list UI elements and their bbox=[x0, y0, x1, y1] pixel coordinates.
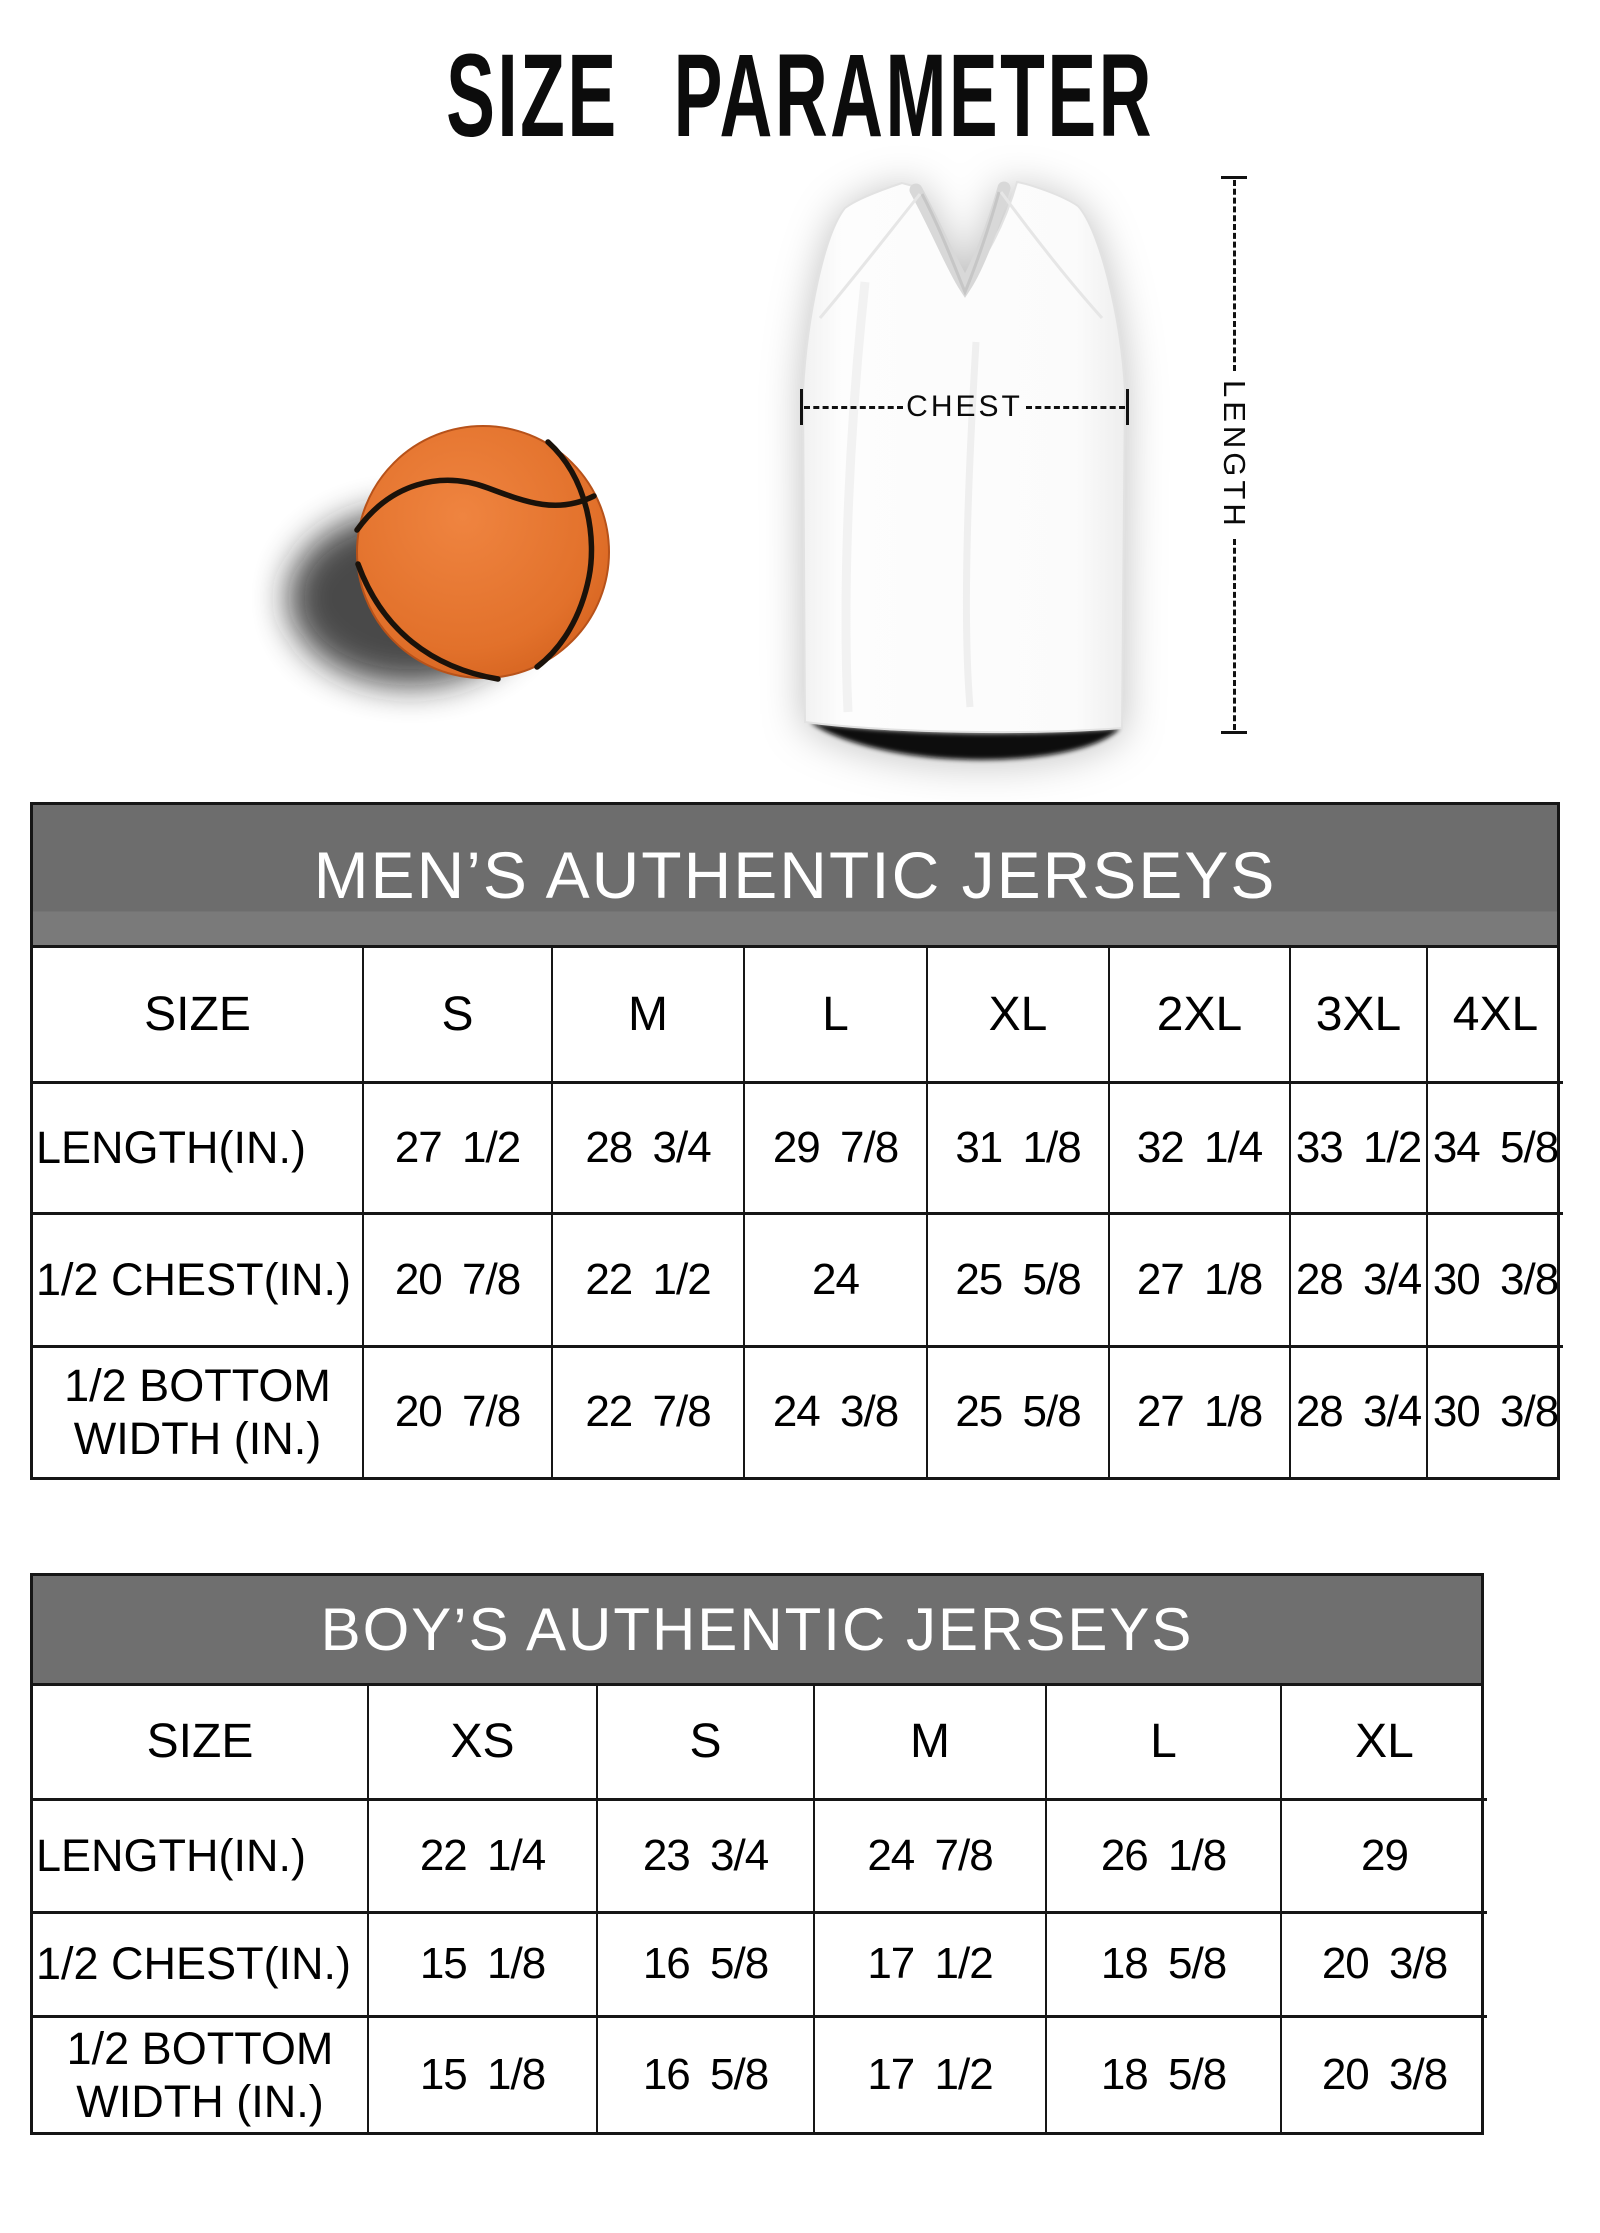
value-cell: 29 bbox=[1280, 1797, 1488, 1913]
basketball-seams bbox=[354, 439, 597, 682]
size-header-cell: SIZE bbox=[32, 1685, 369, 1800]
value-cell: 20 7/8 bbox=[362, 1211, 553, 1347]
size-col-header: M bbox=[551, 947, 745, 1083]
value-cell: 16 5/8 bbox=[596, 1910, 815, 2017]
chest-measure-line: CHEST bbox=[800, 386, 1129, 428]
size-col-header: 4XL bbox=[1426, 947, 1564, 1083]
value-cell: 24 3/8 bbox=[743, 1344, 928, 1478]
size-col-header: 3XL bbox=[1289, 947, 1428, 1083]
length-measure-line: LENGTH bbox=[1212, 176, 1256, 734]
size-col-header: S bbox=[596, 1685, 815, 1800]
size-col-header: 2XL bbox=[1108, 947, 1291, 1083]
value-cell: 30 3/8 bbox=[1426, 1211, 1564, 1347]
value-cell: 20 3/8 bbox=[1280, 2014, 1488, 2133]
row-label-cell: LENGTH(IN.) bbox=[32, 1797, 369, 1913]
chest-label: CHEST bbox=[906, 390, 1023, 423]
value-cell: 20 7/8 bbox=[362, 1344, 553, 1478]
size-col-header: XS bbox=[367, 1685, 598, 1800]
boys-table-title-band: BOY’S AUTHENTIC JERSEYS bbox=[33, 1576, 1481, 1686]
value-cell: 24 7/8 bbox=[813, 1797, 1047, 1913]
table-row: 1/2 BOTTOM WIDTH (IN.) 15 1/8 16 5/8 17 1/2… bbox=[32, 2014, 1488, 2133]
table-row: 1/2 CHEST(IN.) 15 1/8 16 5/8 17 1/2 18 5/8 20… bbox=[32, 1910, 1488, 2017]
value-cell: 31 1/8 bbox=[926, 1080, 1110, 1214]
value-cell: 17 1/2 bbox=[813, 1910, 1047, 2017]
jersey-collar-edge bbox=[920, 191, 1001, 296]
value-cell: 15 1/8 bbox=[367, 1910, 598, 2017]
length-dash-bottom bbox=[1232, 538, 1236, 730]
size-col-header: L bbox=[743, 947, 928, 1083]
value-cell: 16 5/8 bbox=[596, 2014, 815, 2133]
value-cell: 30 3/8 bbox=[1426, 1344, 1564, 1478]
value-cell: 24 bbox=[743, 1211, 928, 1347]
size-header-row: SIZE S M L XL 2XL 3XL 4XL bbox=[32, 947, 1564, 1083]
table-row: LENGTH(IN.) 27 1/2 28 3/4 29 7/8 31 1/8 32 1/… bbox=[32, 1080, 1564, 1214]
value-cell: 27 1/2 bbox=[362, 1080, 553, 1214]
table-row: 1/2 CHEST(IN.) 20 7/8 22 1/2 24 25 5/8 27 1/8… bbox=[32, 1211, 1564, 1347]
basketball-ball bbox=[356, 425, 610, 679]
size-col-header: XL bbox=[926, 947, 1110, 1083]
chest-dash-right bbox=[1025, 405, 1125, 409]
value-cell: 22 1/2 bbox=[551, 1211, 745, 1347]
row-label-cell: 1/2 BOTTOM WIDTH (IN.) bbox=[32, 1344, 364, 1478]
length-dash-top bbox=[1232, 180, 1236, 372]
boys-size-grid: SIZE XS S M L XL LENGTH(IN.) 22 1/4 23 3/4 24 7/8… bbox=[32, 1685, 1488, 2133]
value-cell: 22 1/4 bbox=[367, 1797, 598, 1913]
page-title: SIZE PARAMETER bbox=[446, 30, 1154, 162]
boys-table-title: BOY’S AUTHENTIC JERSEYS bbox=[320, 1596, 1194, 1663]
value-cell: 27 1/8 bbox=[1108, 1211, 1291, 1347]
value-cell: 23 3/4 bbox=[596, 1797, 815, 1913]
value-cell: 17 1/2 bbox=[813, 2014, 1047, 2133]
value-cell: 27 1/8 bbox=[1108, 1344, 1291, 1478]
row-label-cell: LENGTH(IN.) bbox=[32, 1080, 364, 1214]
value-cell: 22 7/8 bbox=[551, 1344, 745, 1478]
size-col-header: L bbox=[1045, 1685, 1282, 1800]
table-row: LENGTH(IN.) 22 1/4 23 3/4 24 7/8 26 1/8 29 bbox=[32, 1797, 1488, 1913]
mens-table-title-band: MEN’S AUTHENTIC JERSEYS bbox=[33, 805, 1557, 948]
value-cell: 34 5/8 bbox=[1426, 1080, 1564, 1214]
value-cell: 18 5/8 bbox=[1045, 2014, 1282, 2133]
basketball-icon bbox=[288, 425, 610, 686]
size-col-header: XL bbox=[1280, 1685, 1488, 1800]
size-col-header: M bbox=[813, 1685, 1047, 1800]
boys-size-table: BOY’S AUTHENTIC JERSEYS SIZE XS S M L XL LENGT… bbox=[30, 1573, 1488, 2135]
value-cell: 29 7/8 bbox=[743, 1080, 928, 1214]
jersey-collar bbox=[909, 181, 1011, 298]
length-label: LENGTH bbox=[1217, 380, 1252, 530]
mens-size-grid: SIZE S M L XL 2XL 3XL 4XL LENGTH(IN.) 27 1/2 28 3/… bbox=[32, 947, 1564, 1478]
value-cell: 26 1/8 bbox=[1045, 1797, 1282, 1913]
size-col-header: S bbox=[362, 947, 553, 1083]
value-cell: 20 3/8 bbox=[1280, 1910, 1488, 2017]
mens-size-table: MEN’S AUTHENTIC JERSEYS SIZE S M L XL 2XL 3XL 4… bbox=[30, 802, 1564, 1480]
row-label-cell: 1/2 BOTTOM WIDTH (IN.) bbox=[32, 2014, 369, 2133]
mens-table-title: MEN’S AUTHENTIC JERSEYS bbox=[313, 838, 1277, 912]
value-cell: 18 5/8 bbox=[1045, 1910, 1282, 2017]
jersey-graphic bbox=[801, 180, 1127, 760]
value-cell: 28 3/4 bbox=[551, 1080, 745, 1214]
row-label-cell: 1/2 CHEST(IN.) bbox=[32, 1211, 364, 1347]
row-label-cell: 1/2 CHEST(IN.) bbox=[32, 1910, 369, 2017]
value-cell: 15 1/8 bbox=[367, 2014, 598, 2133]
jersey-hem-shadow bbox=[810, 722, 1120, 760]
size-header-row: SIZE XS S M L XL bbox=[32, 1685, 1488, 1800]
value-cell: 33 1/2 bbox=[1289, 1080, 1428, 1214]
chest-dash-left bbox=[804, 405, 904, 409]
value-cell: 25 5/8 bbox=[926, 1344, 1110, 1478]
value-cell: 32 1/4 bbox=[1108, 1080, 1291, 1214]
value-cell: 28 3/4 bbox=[1289, 1344, 1428, 1478]
value-cell: 25 5/8 bbox=[926, 1211, 1110, 1347]
table-row: 1/2 BOTTOM WIDTH (IN.) 20 7/8 22 7/8 24 3/8… bbox=[32, 1344, 1564, 1478]
size-header-cell: SIZE bbox=[32, 947, 364, 1083]
value-cell: 28 3/4 bbox=[1289, 1211, 1428, 1347]
